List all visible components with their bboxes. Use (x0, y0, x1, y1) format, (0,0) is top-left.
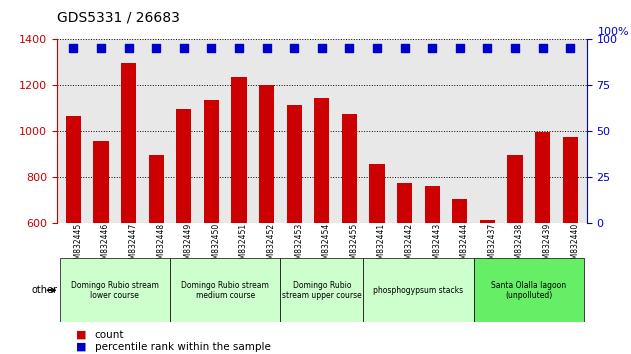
Text: GSM832452: GSM832452 (266, 223, 276, 269)
Text: GSM832444: GSM832444 (460, 223, 469, 269)
Point (538, 45, 548, 51)
Bar (425, 186, 440, 354)
Text: phosphogypsum stacks: phosphogypsum stacks (374, 286, 464, 295)
Text: GSM832439: GSM832439 (543, 223, 551, 269)
Bar (204, 100, 219, 354)
Bar (93, 141, 109, 354)
Bar (397, 183, 412, 354)
Text: GSM832447: GSM832447 (129, 223, 138, 269)
Bar (452, 199, 468, 354)
FancyBboxPatch shape (59, 258, 170, 322)
Point (124, 45, 134, 51)
Text: other: other (32, 285, 57, 295)
Bar (148, 155, 164, 354)
Text: GSM832450: GSM832450 (211, 223, 220, 269)
Text: Santa Olalla lagoon
(unpolluted): Santa Olalla lagoon (unpolluted) (492, 281, 567, 300)
Text: GSM832440: GSM832440 (570, 223, 579, 269)
Bar (563, 137, 578, 354)
Point (317, 45, 327, 51)
FancyBboxPatch shape (474, 258, 584, 322)
Text: GSM832442: GSM832442 (404, 223, 414, 269)
Text: count: count (95, 330, 124, 339)
Bar (66, 116, 81, 354)
Text: ■: ■ (76, 330, 86, 339)
Bar (535, 132, 550, 354)
Text: GSM832445: GSM832445 (73, 223, 83, 269)
Point (289, 45, 299, 51)
Bar (369, 164, 385, 354)
Bar (121, 63, 136, 354)
Text: GSM832454: GSM832454 (322, 223, 331, 269)
Bar (232, 77, 247, 354)
Text: Domingo Rubio stream
medium course: Domingo Rubio stream medium course (181, 281, 269, 300)
Point (345, 45, 355, 51)
FancyBboxPatch shape (170, 258, 280, 322)
Point (151, 45, 162, 51)
Bar (480, 219, 495, 354)
Text: GSM832449: GSM832449 (184, 223, 193, 269)
Point (399, 45, 410, 51)
Point (234, 45, 244, 51)
Point (565, 45, 575, 51)
Point (510, 45, 520, 51)
Point (372, 45, 382, 51)
FancyBboxPatch shape (280, 258, 363, 322)
Y-axis label: 100%: 100% (598, 27, 629, 36)
Text: GSM832438: GSM832438 (515, 223, 524, 269)
Point (206, 45, 216, 51)
FancyBboxPatch shape (363, 258, 474, 322)
Text: percentile rank within the sample: percentile rank within the sample (95, 342, 271, 352)
Bar (507, 155, 522, 354)
Bar (314, 98, 329, 354)
Point (261, 45, 271, 51)
Text: Domingo Rubio stream
lower course: Domingo Rubio stream lower course (71, 281, 159, 300)
Text: GDS5331 / 26683: GDS5331 / 26683 (57, 11, 180, 25)
Text: GSM832437: GSM832437 (487, 223, 497, 269)
Point (179, 45, 189, 51)
Text: GSM832451: GSM832451 (239, 223, 248, 269)
Bar (286, 104, 302, 354)
Point (96, 45, 106, 51)
Point (482, 45, 492, 51)
Text: GSM832448: GSM832448 (156, 223, 165, 269)
Point (427, 45, 437, 51)
Text: GSM832441: GSM832441 (377, 223, 386, 269)
Text: GSM832446: GSM832446 (101, 223, 110, 269)
Bar (176, 109, 191, 354)
Point (68, 45, 78, 51)
Text: GSM832443: GSM832443 (432, 223, 441, 269)
Bar (259, 85, 274, 354)
Text: GSM832453: GSM832453 (294, 223, 304, 269)
Text: Domingo Rubio
stream upper course: Domingo Rubio stream upper course (282, 281, 362, 300)
Point (455, 45, 465, 51)
Text: GSM832455: GSM832455 (350, 223, 358, 269)
Text: ■: ■ (76, 342, 86, 352)
Bar (342, 114, 357, 354)
